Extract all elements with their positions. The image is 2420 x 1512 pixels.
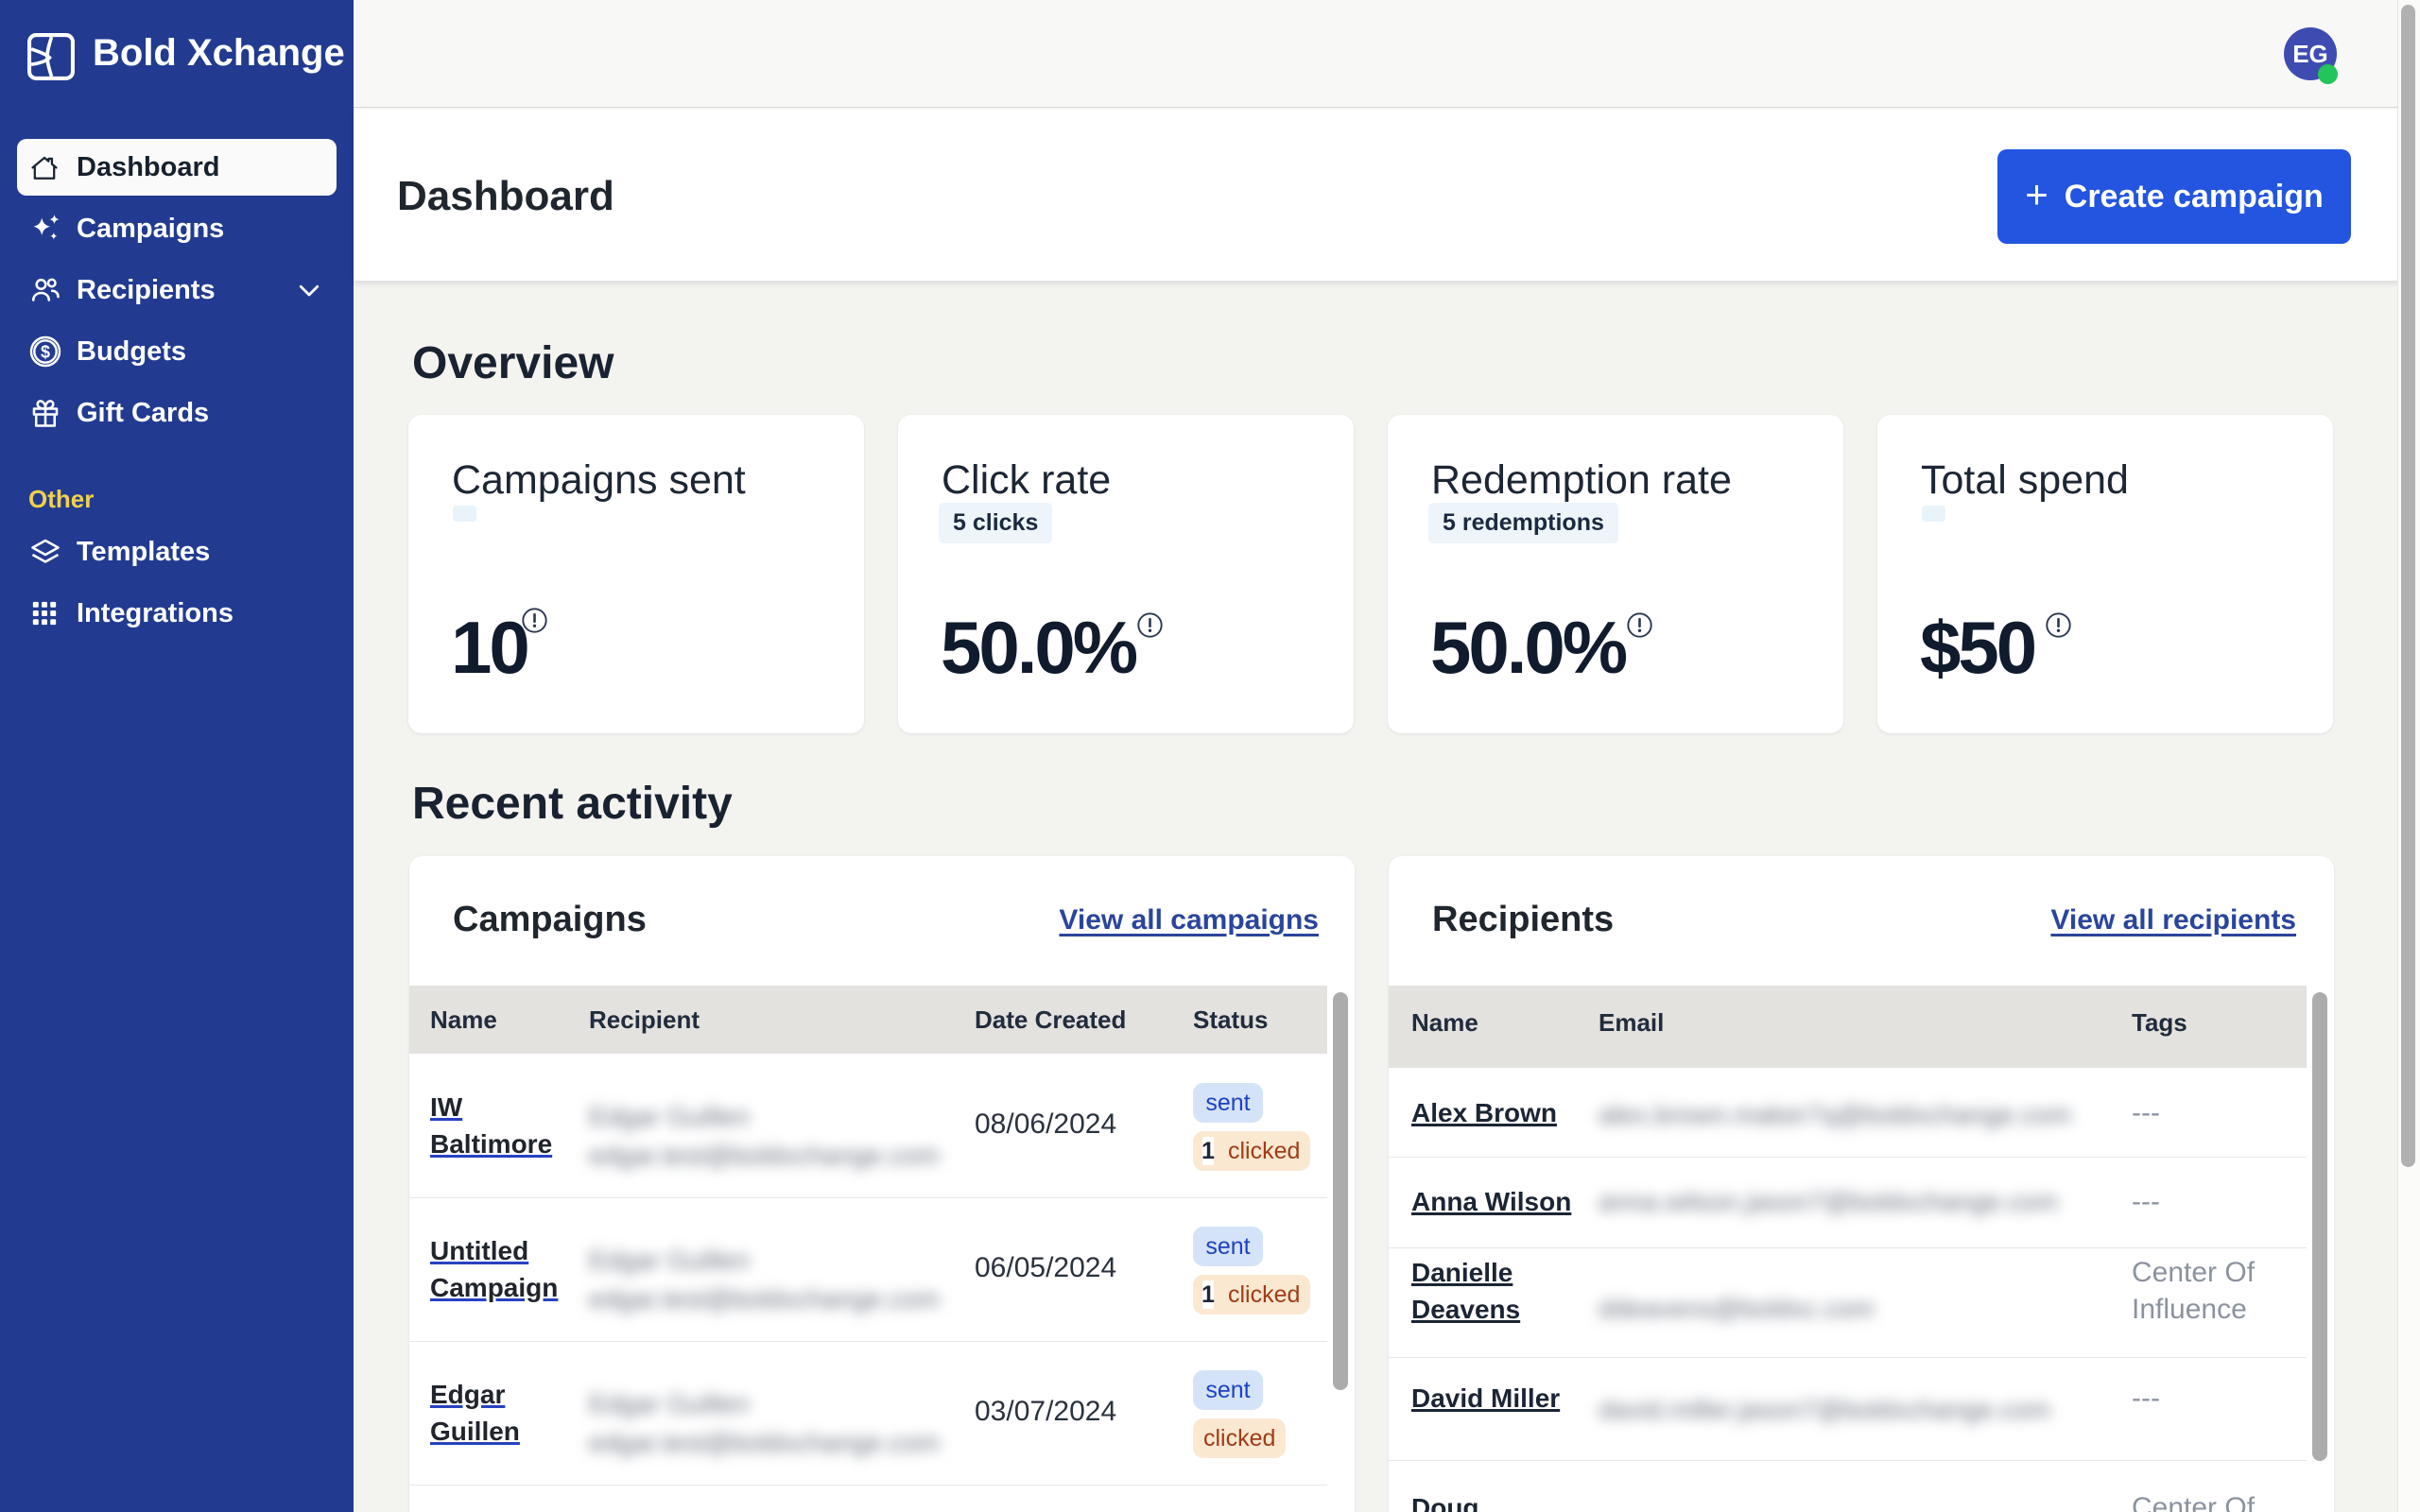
svg-text:$: $ <box>41 342 50 361</box>
